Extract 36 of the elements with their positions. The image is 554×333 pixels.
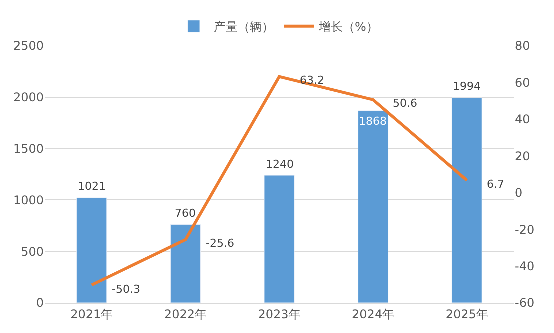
y2-tick-label: 40 bbox=[515, 112, 530, 127]
data-label: 760 bbox=[175, 207, 196, 220]
y2-tick-label: 80 bbox=[515, 39, 530, 54]
y-tick-label: 2500 bbox=[13, 39, 44, 54]
y-tick-label: 1000 bbox=[13, 193, 44, 208]
x-tick-label: 2024年 bbox=[352, 307, 395, 322]
y2-tick-label: 0 bbox=[515, 186, 523, 200]
data-label: 50.6 bbox=[393, 97, 418, 110]
y2-tick-label: 60 bbox=[515, 76, 530, 90]
data-label: 1240 bbox=[266, 158, 294, 171]
y2-tick-label: 20 bbox=[515, 149, 530, 164]
y-tick-label: 1500 bbox=[13, 142, 44, 156]
bar bbox=[264, 175, 295, 303]
y-tick-label: 500 bbox=[21, 244, 44, 259]
x-tick-label: 2021年 bbox=[70, 307, 114, 322]
data-label: -25.6 bbox=[206, 237, 234, 250]
data-label: 1021 bbox=[78, 180, 106, 193]
legend-label: 增长（%） bbox=[318, 20, 378, 34]
data-label: 1868 bbox=[359, 115, 387, 128]
data-label: -50.3 bbox=[112, 283, 140, 296]
data-label: 63.2 bbox=[300, 74, 324, 87]
y-tick-label: 0 bbox=[36, 296, 44, 310]
bar bbox=[76, 198, 108, 303]
data-label: 1994 bbox=[453, 80, 481, 93]
x-tick-label: 2025年 bbox=[446, 307, 488, 322]
bar bbox=[452, 98, 482, 303]
x-tick-label: 2023年 bbox=[258, 307, 301, 322]
y2-tick-label: -20 bbox=[515, 222, 535, 237]
x-tick-label: 2022年 bbox=[164, 307, 207, 322]
legend-label: 产量（辆） bbox=[214, 20, 274, 34]
data-label: 6.7 bbox=[487, 178, 504, 191]
bar bbox=[170, 224, 201, 303]
y2-tick-label: -40 bbox=[515, 259, 535, 274]
y-tick-label: 2000 bbox=[13, 90, 44, 105]
bar bbox=[358, 110, 389, 303]
y2-tick-label: -60 bbox=[515, 296, 535, 310]
